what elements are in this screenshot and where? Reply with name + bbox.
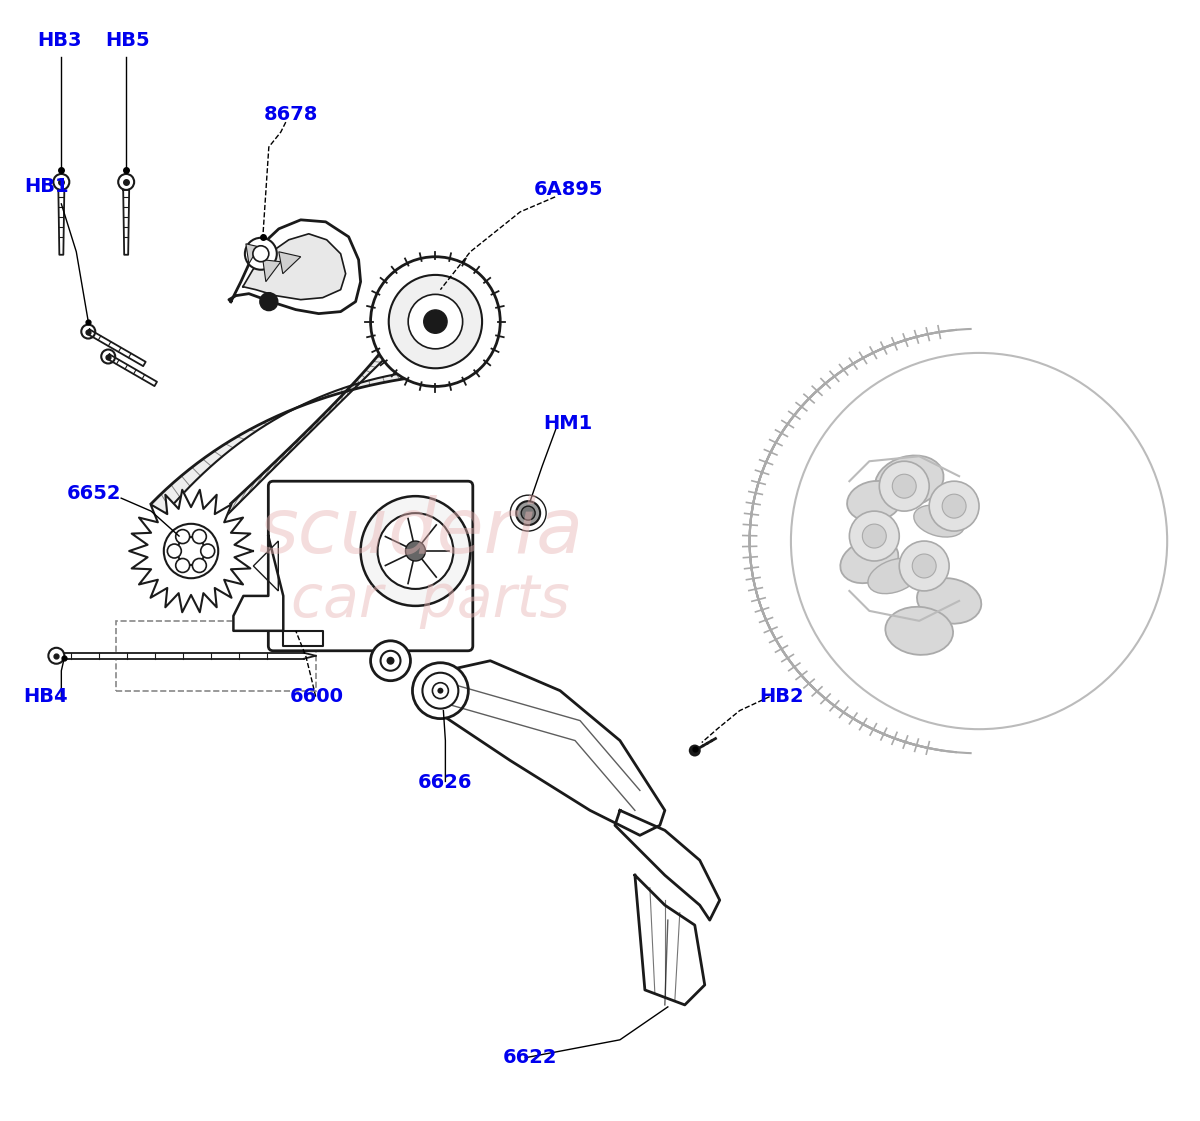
Circle shape bbox=[175, 529, 190, 544]
Circle shape bbox=[82, 325, 95, 339]
Text: scuderia: scuderia bbox=[258, 494, 583, 568]
Polygon shape bbox=[283, 631, 323, 646]
Polygon shape bbox=[59, 189, 65, 254]
Polygon shape bbox=[130, 490, 253, 612]
Polygon shape bbox=[242, 234, 346, 299]
Circle shape bbox=[689, 744, 701, 757]
Text: 8678: 8678 bbox=[264, 104, 318, 123]
Circle shape bbox=[929, 481, 979, 531]
Polygon shape bbox=[614, 810, 720, 920]
Polygon shape bbox=[151, 367, 478, 520]
Text: 6652: 6652 bbox=[67, 483, 121, 502]
Circle shape bbox=[118, 174, 134, 189]
Polygon shape bbox=[222, 353, 390, 520]
Polygon shape bbox=[229, 220, 360, 314]
Circle shape bbox=[880, 461, 929, 511]
Circle shape bbox=[260, 293, 278, 311]
Polygon shape bbox=[263, 260, 281, 281]
Polygon shape bbox=[88, 330, 145, 367]
Polygon shape bbox=[107, 354, 157, 386]
Circle shape bbox=[167, 544, 181, 558]
Ellipse shape bbox=[914, 506, 965, 537]
FancyBboxPatch shape bbox=[269, 481, 473, 651]
Circle shape bbox=[422, 673, 458, 708]
Circle shape bbox=[438, 687, 443, 694]
Circle shape bbox=[389, 275, 482, 369]
Circle shape bbox=[850, 511, 899, 560]
Text: HB1: HB1 bbox=[24, 177, 68, 196]
Text: 6A895: 6A895 bbox=[533, 180, 602, 200]
Ellipse shape bbox=[868, 558, 920, 594]
Circle shape bbox=[371, 257, 500, 387]
Circle shape bbox=[164, 524, 218, 578]
Circle shape bbox=[432, 683, 449, 698]
Polygon shape bbox=[124, 189, 130, 254]
Circle shape bbox=[380, 651, 401, 670]
Text: 6600: 6600 bbox=[289, 687, 343, 706]
Circle shape bbox=[200, 544, 215, 558]
Text: HB4: HB4 bbox=[23, 687, 67, 706]
Circle shape bbox=[245, 238, 277, 270]
Circle shape bbox=[863, 525, 887, 548]
Circle shape bbox=[386, 657, 395, 665]
Text: HB2: HB2 bbox=[760, 687, 804, 706]
Ellipse shape bbox=[847, 481, 901, 521]
Bar bbox=[116, 621, 316, 691]
Circle shape bbox=[942, 494, 966, 518]
Ellipse shape bbox=[840, 539, 899, 583]
Text: car  parts: car parts bbox=[290, 573, 570, 629]
Text: HB3: HB3 bbox=[37, 30, 82, 49]
Polygon shape bbox=[234, 536, 283, 631]
Circle shape bbox=[192, 529, 206, 544]
Circle shape bbox=[175, 558, 190, 573]
Circle shape bbox=[101, 350, 115, 363]
Circle shape bbox=[912, 554, 936, 578]
Ellipse shape bbox=[886, 606, 953, 655]
Circle shape bbox=[378, 513, 454, 589]
Circle shape bbox=[516, 501, 540, 525]
Polygon shape bbox=[635, 876, 704, 1004]
Circle shape bbox=[360, 497, 470, 605]
Circle shape bbox=[413, 663, 468, 719]
Polygon shape bbox=[420, 660, 665, 835]
Polygon shape bbox=[246, 243, 259, 263]
Polygon shape bbox=[278, 252, 301, 274]
Polygon shape bbox=[65, 652, 304, 659]
Circle shape bbox=[424, 309, 448, 333]
Circle shape bbox=[408, 295, 463, 349]
Circle shape bbox=[371, 641, 410, 680]
Circle shape bbox=[899, 541, 949, 591]
Ellipse shape bbox=[875, 455, 943, 507]
Circle shape bbox=[406, 541, 426, 560]
Circle shape bbox=[893, 474, 917, 498]
Circle shape bbox=[48, 648, 65, 664]
Circle shape bbox=[53, 174, 70, 189]
Text: 6622: 6622 bbox=[503, 1048, 558, 1067]
Circle shape bbox=[178, 537, 205, 565]
Text: 6626: 6626 bbox=[418, 773, 473, 791]
Text: HM1: HM1 bbox=[544, 414, 593, 433]
Circle shape bbox=[253, 245, 269, 261]
Text: HB5: HB5 bbox=[104, 30, 150, 49]
Circle shape bbox=[192, 558, 206, 573]
Ellipse shape bbox=[917, 578, 982, 623]
Circle shape bbox=[521, 507, 535, 520]
